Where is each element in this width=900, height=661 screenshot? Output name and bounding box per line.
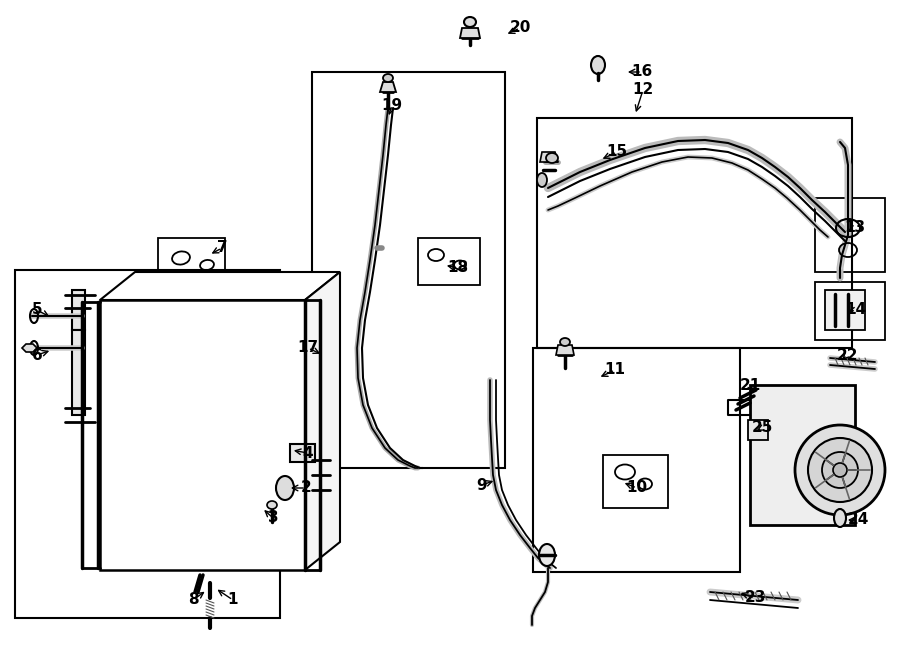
Text: 21: 21 <box>740 377 760 393</box>
Bar <box>100 300 305 570</box>
Text: 24: 24 <box>847 512 868 527</box>
Text: 7: 7 <box>217 241 228 256</box>
Ellipse shape <box>464 17 476 27</box>
Text: 17: 17 <box>297 340 319 356</box>
Polygon shape <box>72 290 85 330</box>
Ellipse shape <box>276 476 294 500</box>
Bar <box>537 118 852 348</box>
Ellipse shape <box>383 74 393 82</box>
Bar <box>603 455 668 508</box>
Text: 13: 13 <box>844 221 866 235</box>
Ellipse shape <box>539 544 555 566</box>
Text: 1: 1 <box>228 592 238 607</box>
Text: 20: 20 <box>509 20 531 36</box>
Polygon shape <box>460 28 480 38</box>
Text: 4: 4 <box>302 446 313 461</box>
Ellipse shape <box>546 153 558 163</box>
Polygon shape <box>380 82 396 92</box>
Circle shape <box>833 463 847 477</box>
Ellipse shape <box>560 338 570 346</box>
Ellipse shape <box>267 501 277 509</box>
Text: 10: 10 <box>626 481 648 496</box>
Bar <box>158 238 225 285</box>
Ellipse shape <box>834 509 846 527</box>
Polygon shape <box>305 272 340 570</box>
Circle shape <box>808 438 872 502</box>
Text: 23: 23 <box>744 590 766 605</box>
Text: 16: 16 <box>632 65 652 79</box>
Text: 18: 18 <box>447 260 469 276</box>
Text: 25: 25 <box>752 420 773 436</box>
Ellipse shape <box>537 173 547 187</box>
Polygon shape <box>750 385 855 525</box>
Bar <box>15 270 280 618</box>
Bar <box>312 72 505 468</box>
Polygon shape <box>100 272 340 300</box>
Text: 3: 3 <box>267 510 278 525</box>
Bar <box>825 290 865 330</box>
Text: 19: 19 <box>382 98 402 112</box>
Bar <box>815 282 885 340</box>
Text: 6: 6 <box>32 348 42 362</box>
Bar <box>418 238 480 285</box>
Text: 5: 5 <box>32 303 42 317</box>
Polygon shape <box>22 344 37 352</box>
Bar <box>815 198 885 272</box>
Text: 22: 22 <box>836 348 858 362</box>
Polygon shape <box>72 330 85 415</box>
Text: 12: 12 <box>633 83 653 98</box>
Circle shape <box>822 452 858 488</box>
Polygon shape <box>556 345 574 355</box>
Text: 14: 14 <box>845 303 867 317</box>
Text: 15: 15 <box>607 145 627 159</box>
Bar <box>533 348 740 572</box>
Text: 8: 8 <box>188 592 198 607</box>
Bar <box>290 444 315 462</box>
Ellipse shape <box>591 56 605 74</box>
Circle shape <box>795 425 885 515</box>
Text: 2: 2 <box>301 481 311 496</box>
Text: 11: 11 <box>605 362 626 377</box>
Bar <box>748 420 768 440</box>
Polygon shape <box>540 152 558 162</box>
Text: 9: 9 <box>477 477 487 492</box>
